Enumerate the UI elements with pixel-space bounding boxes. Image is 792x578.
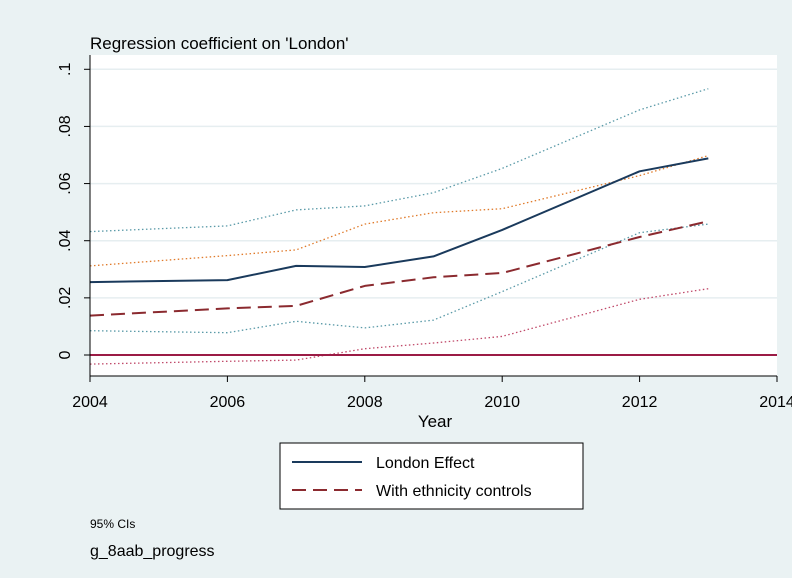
series-line-london-effect (89, 157, 709, 284)
grid (90, 68, 777, 299)
y-tick-label: .04 (57, 229, 74, 251)
legend-box (279, 442, 584, 510)
ci-lower-ethnicity-controls (89, 288, 709, 365)
ci-upper-london-effect (89, 88, 709, 233)
legend: London Effect With ethnicity controls (279, 442, 584, 510)
plot-background (90, 55, 777, 376)
x-axis-title: Year (418, 412, 453, 431)
note-graph-name: g_8aab_progress (90, 543, 215, 560)
legend-label-london-effect: London Effect (376, 455, 475, 472)
x-tick-label: 2014 (759, 394, 792, 411)
series-line-ethnicity-controls (89, 220, 709, 317)
y-tick-label: .1 (57, 63, 74, 76)
legend-label-ethnicity-controls: With ethnicity controls (376, 483, 532, 500)
note-ci: 95% CIs (90, 517, 135, 531)
x-tick-label: 2008 (347, 394, 383, 411)
y-tick-label: .08 (57, 115, 74, 137)
series-lines (89, 157, 709, 317)
chart-title: Regression coefficient on 'London' (90, 34, 349, 53)
y-tick-label: .02 (57, 287, 74, 309)
y-tick-label: 0 (57, 350, 74, 359)
axes: 0 .02 .04 .06 .08 .1 2004 2006 2008 2010 2012 2014 (57, 55, 792, 411)
x-tick-label: 2006 (210, 394, 246, 411)
x-tick-label: 2004 (72, 394, 108, 411)
y-tick-label: .06 (57, 172, 74, 194)
x-tick-label: 2010 (484, 394, 520, 411)
x-tick-label: 2012 (622, 394, 658, 411)
